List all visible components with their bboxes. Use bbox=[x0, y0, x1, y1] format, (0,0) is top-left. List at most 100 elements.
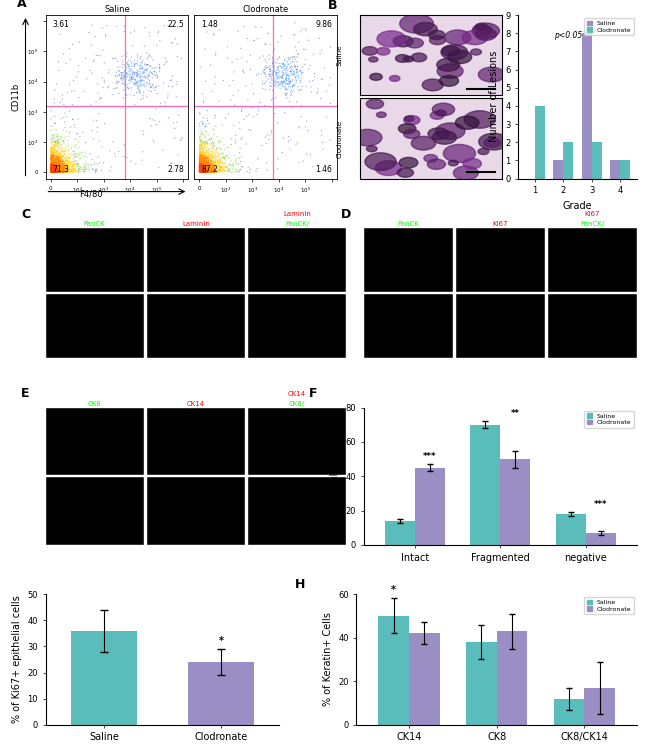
Point bbox=[302, 148, 312, 160]
Point bbox=[48, 165, 58, 177]
Point bbox=[47, 165, 57, 177]
Point bbox=[272, 162, 283, 174]
Point bbox=[62, 159, 72, 171]
Point bbox=[56, 160, 66, 172]
Point bbox=[147, 51, 157, 63]
Point bbox=[52, 165, 62, 177]
Point bbox=[296, 26, 306, 38]
Point bbox=[48, 161, 58, 173]
Point bbox=[211, 156, 221, 168]
Point bbox=[259, 78, 270, 90]
Point bbox=[198, 155, 209, 167]
Point bbox=[268, 52, 278, 64]
Point bbox=[144, 74, 155, 86]
Point bbox=[47, 131, 57, 143]
Point bbox=[49, 150, 60, 162]
Point bbox=[253, 68, 263, 80]
Point bbox=[203, 144, 214, 156]
Point bbox=[202, 156, 212, 168]
Point bbox=[63, 151, 73, 163]
Point bbox=[47, 165, 57, 177]
Point bbox=[204, 162, 214, 174]
Point bbox=[53, 152, 64, 164]
Point bbox=[47, 147, 58, 159]
Point bbox=[200, 159, 211, 171]
Point bbox=[203, 157, 213, 169]
Point bbox=[51, 159, 61, 171]
Point bbox=[195, 156, 205, 168]
Point bbox=[196, 156, 207, 168]
Point bbox=[200, 153, 211, 165]
Point bbox=[46, 155, 57, 167]
Point bbox=[52, 159, 62, 171]
Point bbox=[203, 166, 214, 178]
Title: Ki67: Ki67 bbox=[493, 221, 508, 227]
Point bbox=[281, 75, 292, 87]
Point bbox=[46, 161, 57, 173]
Point bbox=[265, 76, 276, 88]
Point bbox=[195, 165, 205, 177]
Circle shape bbox=[413, 23, 437, 35]
Point bbox=[206, 165, 216, 177]
Point bbox=[49, 159, 59, 171]
Point bbox=[123, 82, 133, 94]
Point bbox=[47, 157, 57, 169]
Point bbox=[58, 149, 68, 162]
Point bbox=[197, 147, 207, 159]
Point bbox=[144, 69, 154, 82]
Point bbox=[224, 165, 234, 177]
Point bbox=[200, 164, 210, 176]
Point bbox=[199, 163, 209, 175]
Point bbox=[202, 159, 212, 171]
Point bbox=[194, 163, 205, 175]
Point bbox=[207, 132, 217, 144]
Point bbox=[55, 131, 66, 143]
Point bbox=[230, 156, 240, 168]
Point bbox=[197, 157, 207, 169]
Point bbox=[49, 156, 59, 168]
Point bbox=[140, 64, 150, 76]
Point bbox=[49, 166, 60, 178]
Point bbox=[46, 157, 57, 169]
Point bbox=[49, 160, 60, 172]
Point bbox=[52, 159, 62, 171]
Point bbox=[200, 162, 210, 174]
Point bbox=[54, 156, 64, 168]
Point bbox=[210, 165, 220, 177]
Point bbox=[144, 30, 155, 42]
Point bbox=[47, 160, 58, 172]
Point bbox=[273, 67, 283, 79]
Point bbox=[195, 145, 205, 157]
Point bbox=[53, 157, 64, 169]
Point bbox=[55, 160, 65, 172]
Point bbox=[198, 142, 209, 154]
Point bbox=[196, 159, 206, 171]
Point bbox=[46, 156, 57, 168]
Point bbox=[82, 152, 92, 164]
Point bbox=[47, 150, 57, 162]
Point bbox=[46, 153, 56, 165]
Point bbox=[194, 159, 205, 171]
Point bbox=[48, 139, 58, 151]
Point bbox=[53, 150, 63, 162]
Point bbox=[70, 155, 81, 167]
Point bbox=[213, 145, 223, 157]
Point bbox=[202, 164, 212, 176]
Point bbox=[66, 165, 77, 177]
Point bbox=[213, 164, 224, 176]
Point bbox=[70, 133, 81, 145]
Point bbox=[112, 77, 123, 89]
Point bbox=[124, 60, 135, 72]
Point bbox=[55, 162, 65, 174]
Point bbox=[196, 147, 206, 159]
Point bbox=[129, 77, 140, 89]
Point bbox=[203, 156, 213, 168]
Point bbox=[62, 163, 73, 175]
Point bbox=[47, 158, 57, 170]
Point bbox=[200, 154, 210, 166]
Point bbox=[48, 160, 58, 172]
Point bbox=[196, 156, 207, 168]
Point bbox=[212, 153, 222, 165]
Point bbox=[48, 164, 58, 176]
Point bbox=[194, 161, 205, 173]
